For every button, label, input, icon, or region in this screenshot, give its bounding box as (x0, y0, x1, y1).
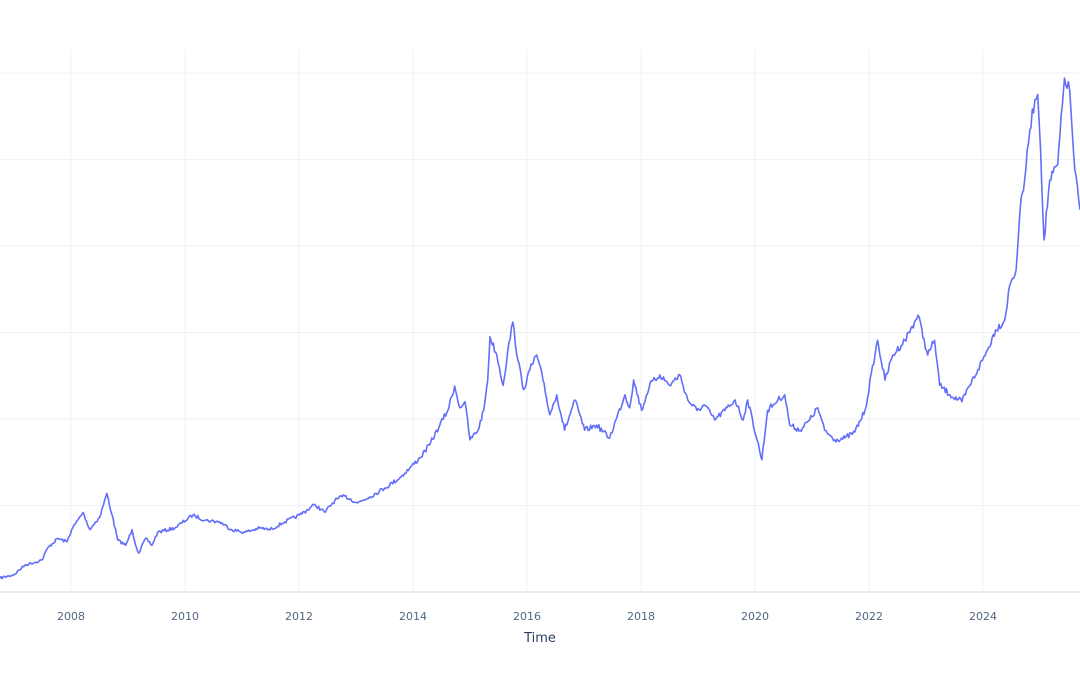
x-axis-ticks: 2008201020122014201620182020202220242026 (57, 610, 997, 623)
x-tick-label: 2008 (57, 610, 85, 623)
series-line (0, 77, 1080, 580)
x-tick-label: 2022 (855, 610, 883, 623)
x-tick-label: 2018 (627, 610, 655, 623)
gridlines (0, 50, 1080, 593)
x-tick-label: 2014 (399, 610, 427, 623)
x-tick-label: 2012 (285, 610, 313, 623)
x-tick-label: 2016 (513, 610, 541, 623)
x-tick-label: 2010 (171, 610, 199, 623)
x-tick-label: 2020 (741, 610, 769, 623)
x-axis-title: Time (523, 631, 556, 646)
x-tick-label: 2024 (969, 610, 997, 623)
